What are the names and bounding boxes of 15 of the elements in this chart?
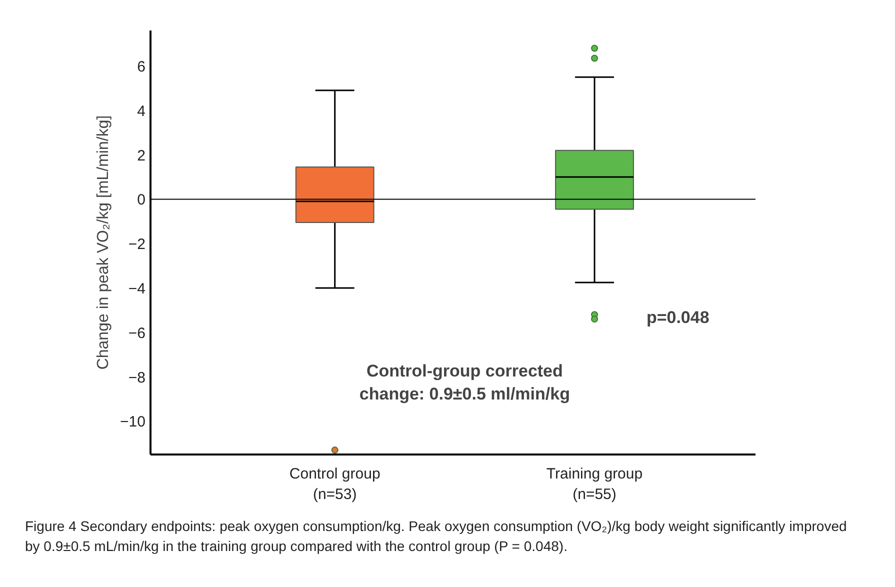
y-tick-label: −4 — [128, 280, 146, 298]
x-tick-label: Control group (n=53) — [289, 466, 380, 503]
y-tick-label: 6 — [137, 58, 146, 76]
caption: Figure 4 Secondary endpoints: peak oxygen consumption/kg. Peak oxygen consumption (VO₂)/kg body weight significantly improved by 0.9±0.5 mL/min/kg in the training group compared with the control group (P = 0.048). — [25, 517, 848, 556]
annotation: Control-group corrected change: 0.9±0.5 ml/min/kg — [359, 362, 570, 404]
y-tick-label: −6 — [128, 324, 146, 342]
annotation: p=0.048 — [646, 308, 710, 327]
y-tick-label: −10 — [120, 414, 146, 431]
y-tick-label: 0 — [137, 192, 146, 209]
y-tick-label: 2 — [137, 147, 146, 164]
y-axis-title: Change in peak VO₂/kg [mL/min/kg] — [95, 115, 112, 370]
y-tick-label: −2 — [128, 236, 146, 254]
y-tick-label: 4 — [137, 102, 146, 120]
y-tick-label: −8 — [128, 369, 146, 386]
x-tick-label: Training group (n=55) — [546, 466, 643, 503]
